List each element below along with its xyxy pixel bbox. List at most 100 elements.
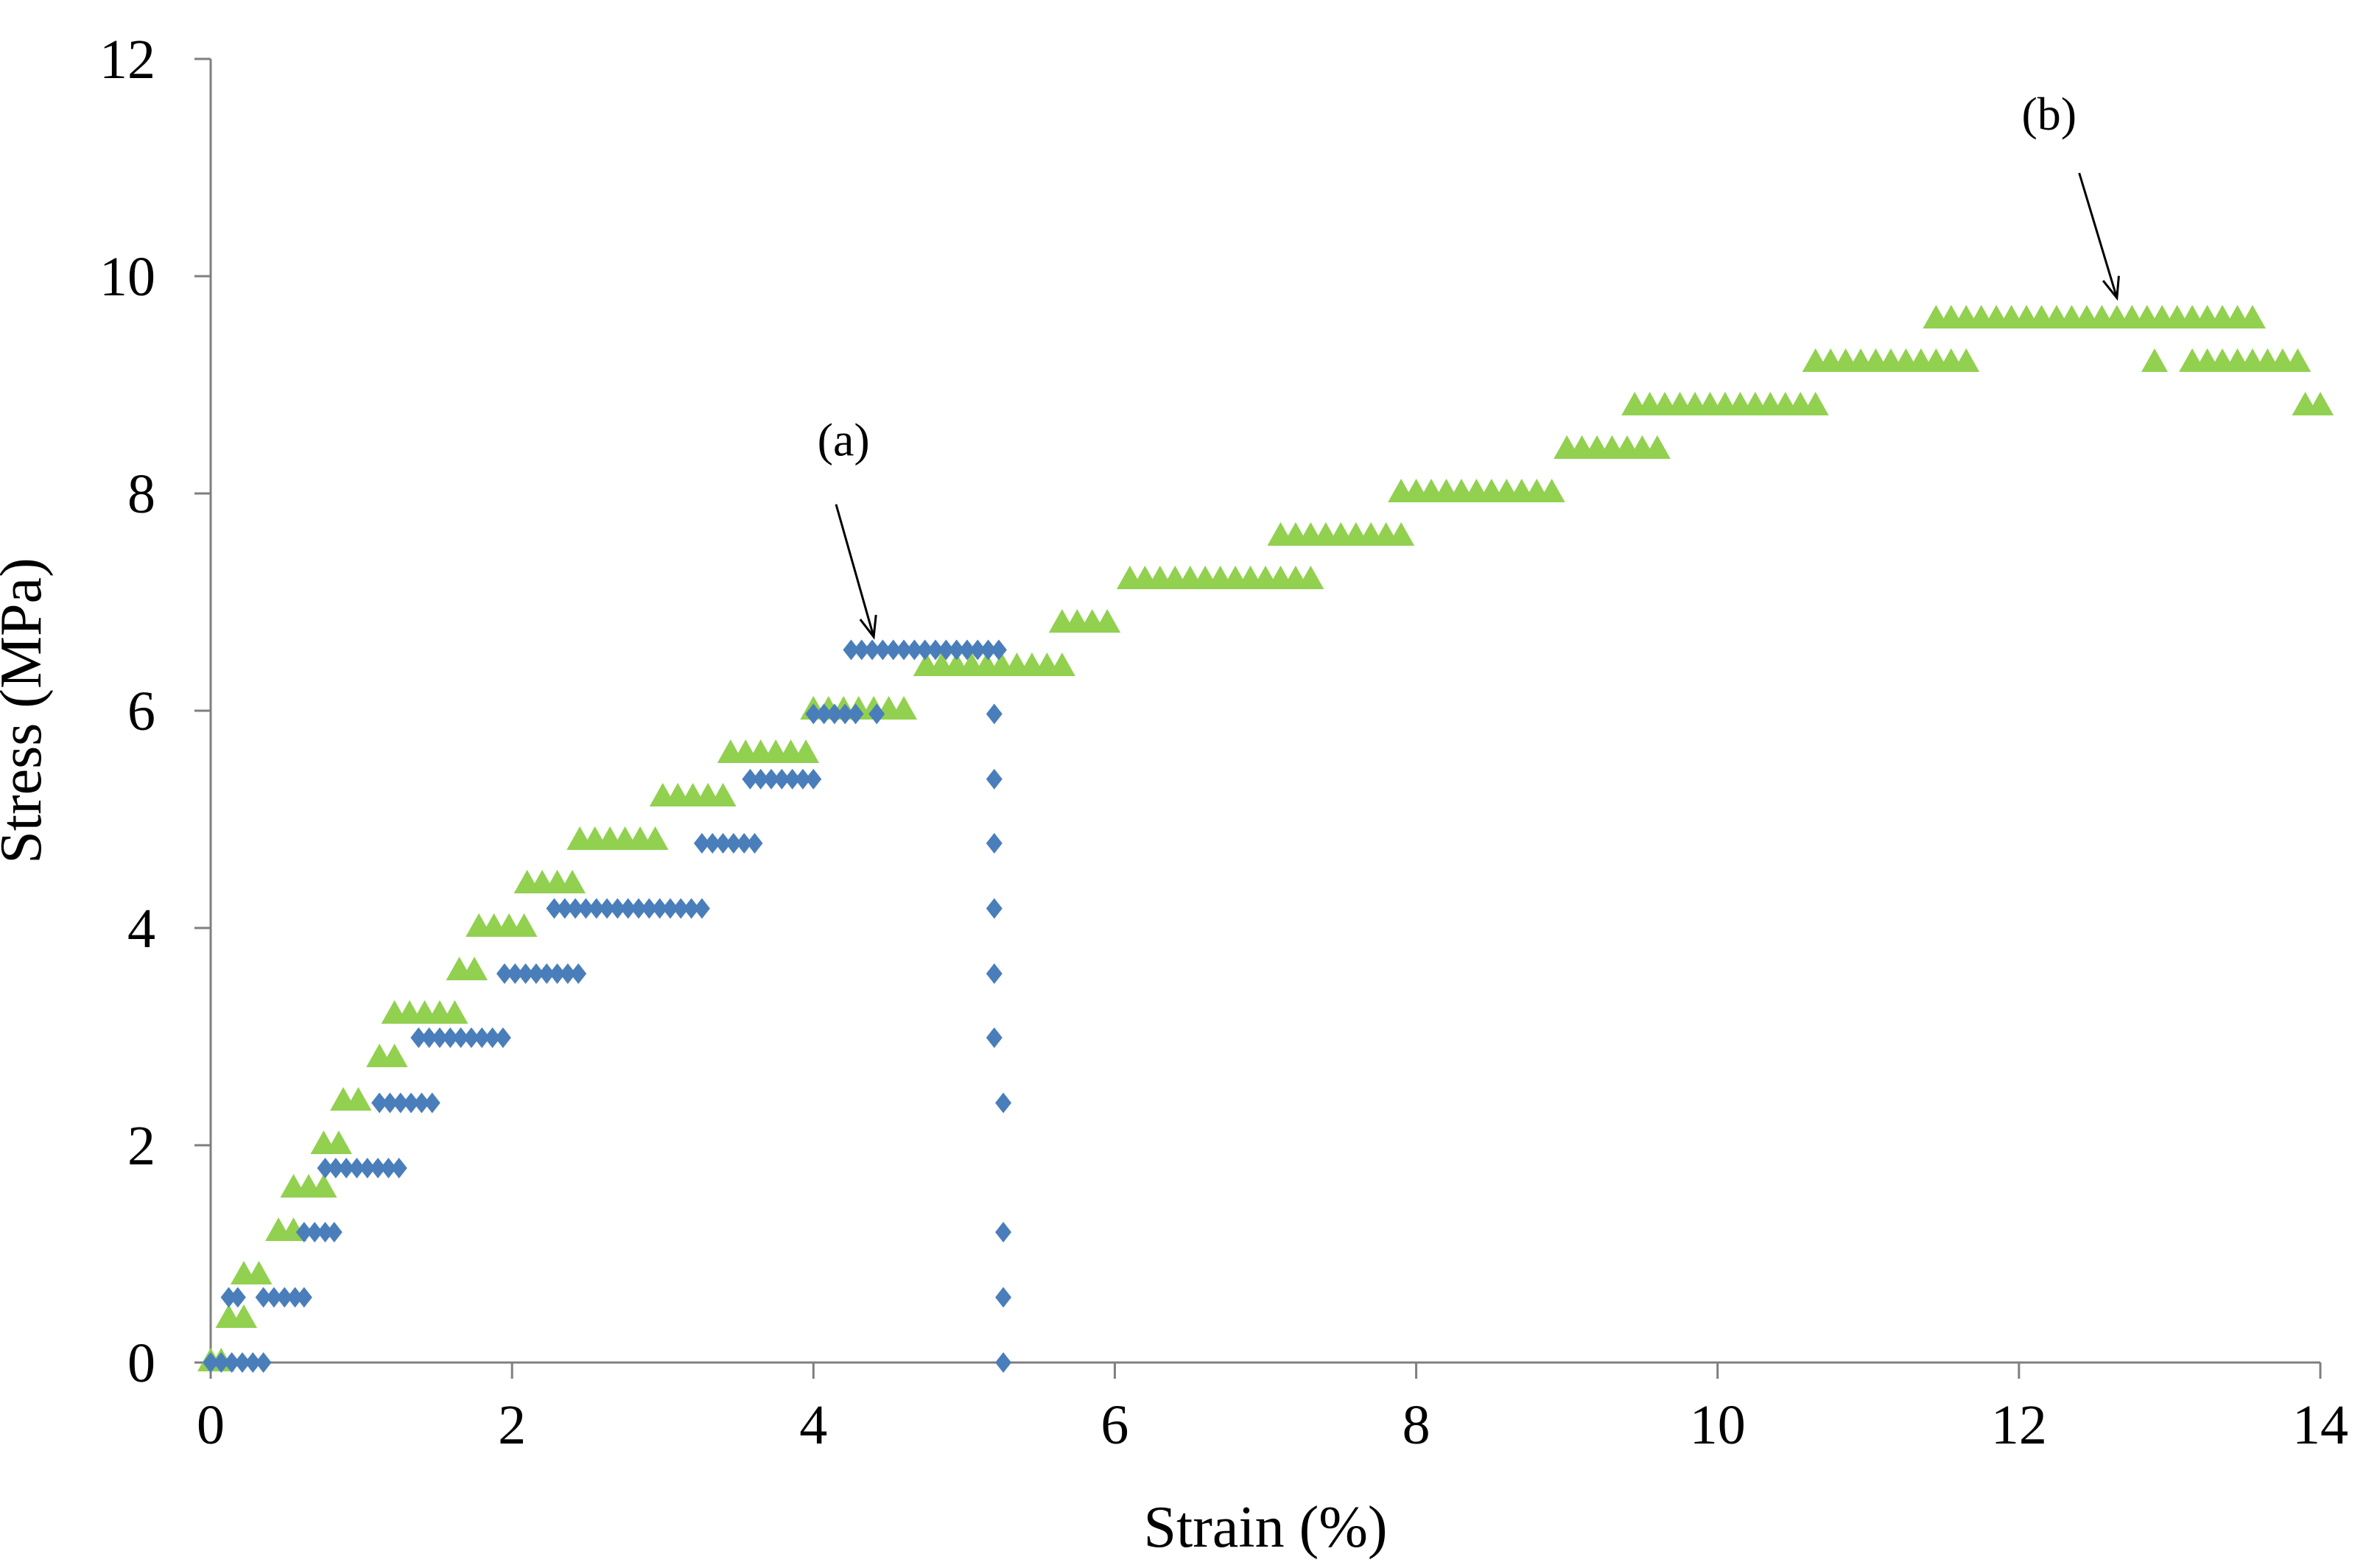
diamond-point — [773, 768, 790, 790]
triangle-point — [1802, 392, 1829, 415]
annotation-arrow-head — [2102, 275, 2120, 301]
series-triangle — [197, 305, 2334, 1371]
diamond-point — [578, 898, 594, 919]
diamond-point — [986, 832, 1003, 854]
diamond-point — [371, 1092, 388, 1114]
triangle-point — [558, 870, 586, 893]
diamond-point — [704, 832, 721, 854]
triangle-point — [441, 1000, 468, 1024]
diamond-point — [794, 768, 811, 790]
diamond-point — [403, 1092, 420, 1114]
x-tick-label: 14 — [2292, 1394, 2348, 1456]
diamond-point — [382, 1092, 399, 1114]
diamond-point — [338, 1157, 355, 1178]
x-tick-label: 0 — [197, 1394, 225, 1456]
diamond-point — [431, 1027, 448, 1048]
diamond-point — [661, 898, 678, 919]
data-series — [197, 305, 2334, 1373]
diamond-point — [986, 703, 1003, 725]
annotation-arrow-line — [2078, 172, 2118, 298]
diamond-point — [546, 898, 563, 919]
diamond-point — [359, 1157, 376, 1178]
diamond-point — [220, 1287, 237, 1308]
diamond-point — [494, 1027, 511, 1048]
annotation-label: (a) — [818, 413, 870, 465]
diamond-point — [864, 639, 881, 661]
diamond-point — [990, 639, 1007, 661]
diamond-point — [410, 1027, 427, 1048]
diamond-point — [986, 768, 1003, 790]
diamond-point — [715, 832, 731, 854]
triangle-point — [310, 1174, 337, 1198]
diamond-point — [805, 703, 822, 725]
diamond-point — [276, 1287, 293, 1308]
diamond-point — [651, 898, 668, 919]
diamond-point — [874, 639, 891, 661]
diamond-point — [474, 1027, 491, 1048]
diamond-point — [805, 768, 822, 790]
diamond-point — [980, 639, 997, 661]
y-axis-title: Stress (MPa) — [0, 558, 54, 864]
x-tick-label: 10 — [1690, 1394, 1746, 1456]
triangle-point — [709, 783, 737, 806]
diamond-point — [843, 639, 860, 661]
triangle-point — [1297, 566, 1324, 589]
y-tick-label: 10 — [99, 246, 155, 308]
triangle-point — [381, 1044, 408, 1067]
diamond-point — [370, 1157, 387, 1178]
diamond-point — [763, 768, 780, 790]
diamond-point — [507, 963, 524, 984]
diamond-point — [517, 963, 534, 984]
x-tick-label: 6 — [1100, 1394, 1128, 1456]
series-diamond — [203, 639, 1012, 1373]
diamond-point — [245, 1352, 261, 1373]
x-axis-ticks: 0 2 4 6 8 10 12 14 — [197, 1363, 2348, 1456]
diamond-point — [641, 898, 658, 919]
diamond-point — [317, 1157, 334, 1178]
diamond-point — [725, 832, 742, 854]
diamond-point — [995, 1287, 1012, 1308]
diamond-point — [847, 703, 864, 725]
x-tick-label: 8 — [1403, 1394, 1431, 1456]
diamond-point — [630, 898, 647, 919]
diamond-point — [287, 1287, 303, 1308]
x-tick-label: 2 — [498, 1394, 526, 1456]
diamond-point — [559, 963, 576, 984]
diamond-point — [896, 639, 913, 661]
diamond-point — [693, 832, 710, 854]
triangle-point — [325, 1131, 352, 1154]
diamond-point — [424, 1092, 440, 1114]
diamond-point — [995, 1092, 1012, 1114]
diamond-point — [673, 898, 689, 919]
diamond-point — [570, 963, 587, 984]
diamond-point — [995, 1352, 1012, 1373]
diamond-point — [868, 703, 885, 725]
diamond-point — [736, 832, 753, 854]
diamond-point — [213, 1352, 230, 1373]
diamond-point — [927, 639, 944, 661]
diamond-point — [229, 1287, 246, 1308]
triangle-point — [2141, 348, 2168, 372]
diamond-point — [837, 703, 854, 725]
x-tick-label: 12 — [1991, 1394, 2047, 1456]
diamond-point — [916, 639, 933, 661]
triangle-point — [245, 1261, 273, 1284]
diamond-point — [496, 963, 513, 984]
diamond-point — [265, 1287, 282, 1308]
y-tick-label: 8 — [127, 463, 155, 525]
diamond-point — [742, 768, 759, 790]
diamond-point — [421, 1027, 438, 1048]
x-axis-title: Strain (%) — [1143, 1495, 1387, 1560]
diamond-point — [317, 1222, 334, 1242]
y-tick-label: 4 — [127, 898, 155, 960]
diamond-point — [413, 1092, 430, 1114]
y-tick-label: 0 — [127, 1332, 155, 1394]
diamond-point — [306, 1222, 323, 1242]
diamond-point — [826, 703, 843, 725]
diamond-point — [938, 639, 955, 661]
diamond-point — [815, 703, 832, 725]
annotation-arrow-head — [859, 614, 877, 640]
diamond-point — [327, 1157, 344, 1178]
triangle-point — [1538, 479, 1565, 502]
diamond-point — [484, 1027, 501, 1048]
